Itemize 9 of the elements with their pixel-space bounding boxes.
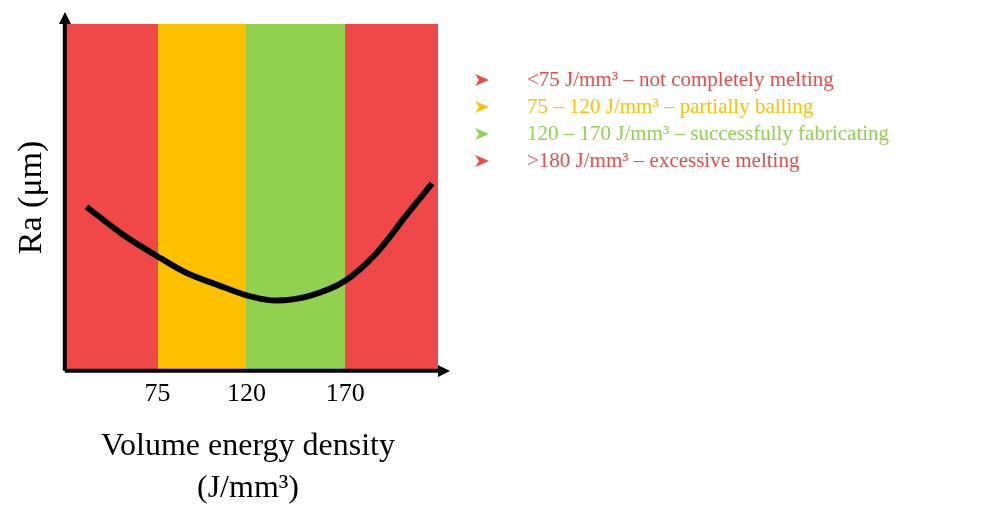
band-label: 120 – 170 J/mm³ – successfully fabricating xyxy=(527,120,890,147)
x-axis-title: Volume energy density (J/mm³) xyxy=(100,425,396,506)
x-tick-label: 75 xyxy=(144,378,171,408)
x-tick-label: 170 xyxy=(325,378,365,408)
band-label: >180 J/mm³ – excessive melting xyxy=(527,147,800,174)
x-tick-label: 120 xyxy=(226,378,266,408)
y-axis-title: Ra (μm) xyxy=(11,140,50,255)
band-label: 75 – 120 J/mm³ – partially balling xyxy=(527,93,814,120)
band-label: <75 J/mm³ – not completely melting xyxy=(527,66,834,93)
